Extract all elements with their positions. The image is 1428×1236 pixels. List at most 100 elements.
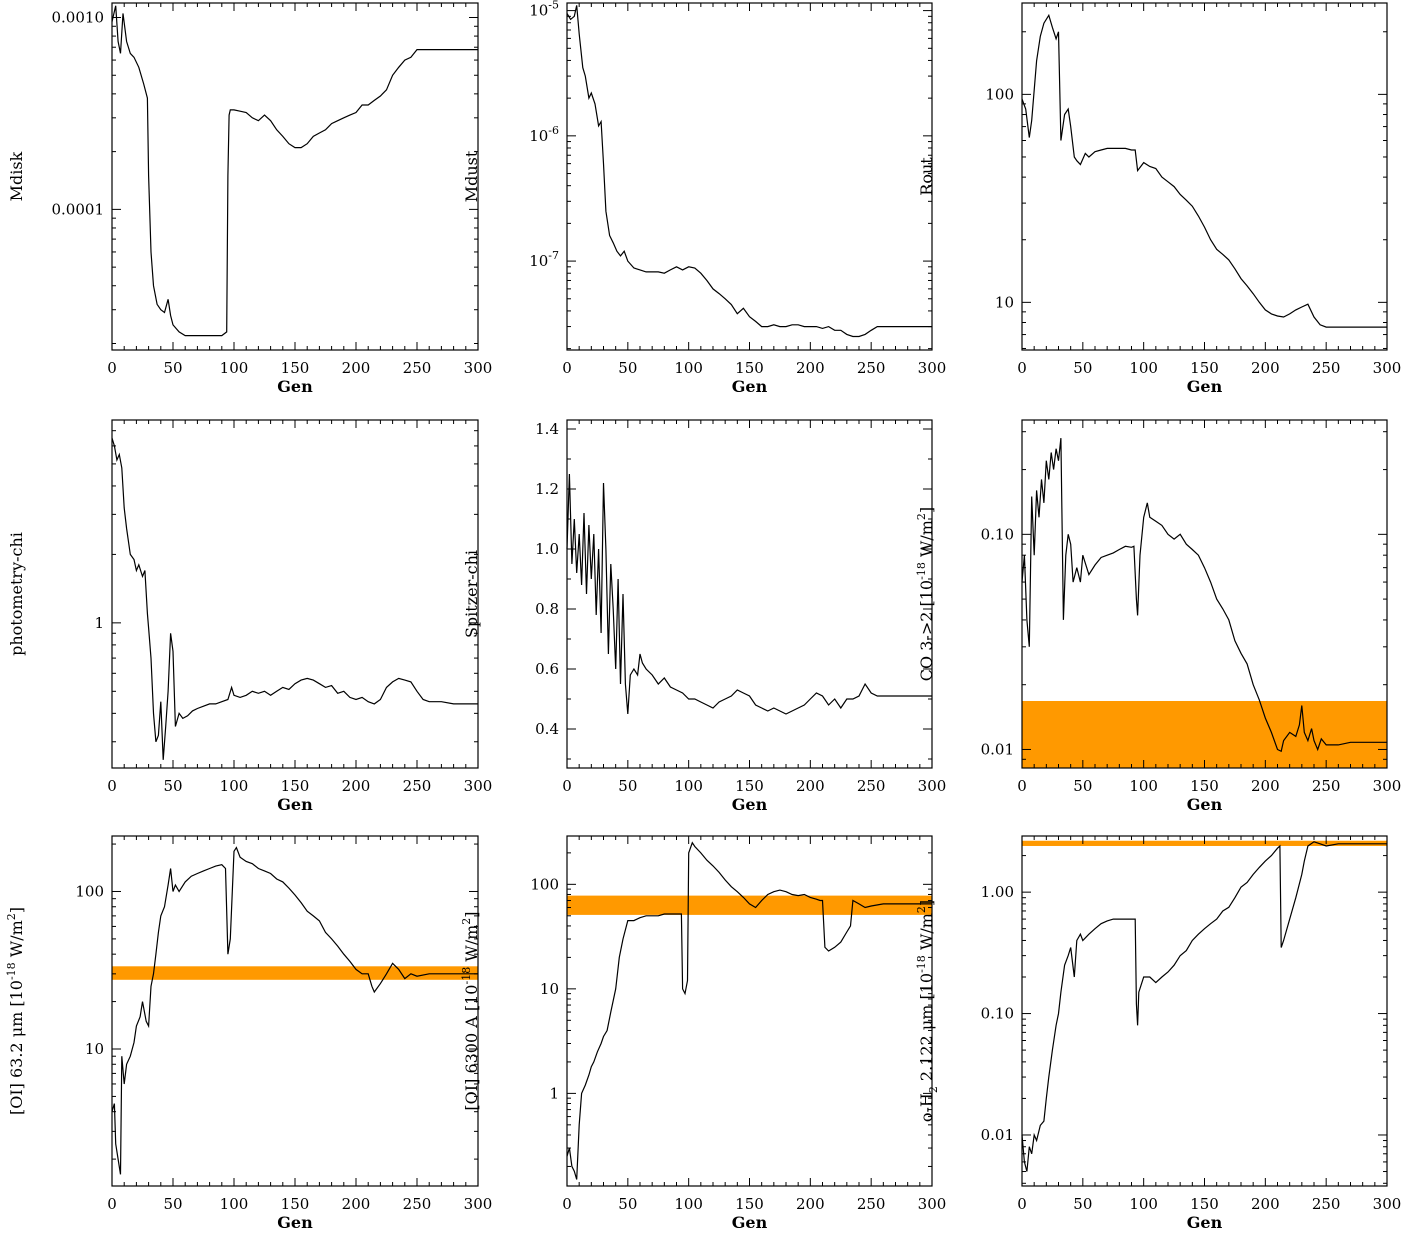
- chart-panel-6: 0 50 100 150 200 250 300 Gen 0.01 0.10 CO 3->2 [10…: [915, 419, 1402, 814]
- observation-band: [112, 966, 478, 980]
- x-tick-label: 300: [918, 777, 947, 795]
- x-tick-label: 250: [857, 1195, 886, 1213]
- x-tick-label: 0: [107, 777, 117, 795]
- x-tick-label: 300: [918, 359, 947, 377]
- x-tick-label: 50: [618, 359, 637, 377]
- y-tick-label: 1.4: [535, 420, 559, 438]
- x-tick-label: 100: [1129, 1195, 1158, 1213]
- x-tick-label: 200: [342, 777, 371, 795]
- x-tick-label: 200: [1251, 777, 1280, 795]
- chart-panel-5: 0 50 100 150 200 250 300 Gen 0.4 0.6 0.8 1.0 1.2 1.4 S…: [462, 419, 947, 814]
- data-series-line: [111, 437, 478, 760]
- x-tick-label: 200: [796, 777, 825, 795]
- x-tick-label: 0: [562, 359, 572, 377]
- y-tick-label: 1.0: [535, 540, 559, 558]
- y-tick-label: 1.2: [535, 480, 559, 498]
- x-tick-label: 200: [342, 359, 371, 377]
- x-tick-label: 300: [1373, 359, 1402, 377]
- y-axis-label: o-H2 2.122 μm [10-18 W/m2]: [915, 900, 940, 1122]
- x-tick-label: 0: [1017, 359, 1027, 377]
- data-series-line: [566, 473, 932, 715]
- x-tick-label: 100: [220, 777, 249, 795]
- x-tick-label: 250: [857, 359, 886, 377]
- x-tick-label: 0: [562, 777, 572, 795]
- x-tick-label: 150: [735, 359, 764, 377]
- x-tick-label: 0: [107, 359, 117, 377]
- x-tick-label: 50: [163, 359, 182, 377]
- x-tick-label: 150: [281, 1195, 310, 1213]
- y-tick-label: 100: [985, 85, 1014, 103]
- y-tick-label: 10: [85, 1040, 104, 1058]
- y-tick-label: 0.4: [535, 720, 559, 738]
- x-axis-label: Gen: [1187, 377, 1223, 396]
- x-tick-label: 200: [796, 359, 825, 377]
- plot-frame: [566, 835, 933, 1187]
- x-tick-label: 200: [796, 1195, 825, 1213]
- data-series-line: [1021, 438, 1387, 753]
- x-tick-label: 100: [674, 777, 703, 795]
- y-tick-label: 0.01: [981, 1126, 1014, 1144]
- observation-band: [1022, 700, 1387, 768]
- y-tick-label: 0.10: [981, 525, 1014, 543]
- x-tick-label: 300: [918, 1195, 947, 1213]
- y-tick-label: 10-5: [529, 0, 559, 20]
- x-tick-label: 250: [403, 1195, 432, 1213]
- y-tick-label: 10-6: [529, 124, 559, 145]
- x-tick-label: 250: [857, 777, 886, 795]
- x-axis-label: Gen: [732, 795, 768, 814]
- x-tick-label: 150: [281, 777, 310, 795]
- data-series-line: [1021, 841, 1387, 1172]
- observation-band: [567, 895, 932, 915]
- y-axis-label: Spitzer-chi: [462, 550, 481, 638]
- x-tick-label: 200: [1251, 359, 1280, 377]
- x-tick-label: 150: [1190, 359, 1219, 377]
- x-tick-label: 150: [1190, 777, 1219, 795]
- plot-frame: [1021, 2, 1388, 351]
- x-tick-label: 50: [163, 777, 182, 795]
- y-tick-label: 1.00: [981, 883, 1014, 901]
- chart-panel-9: 0 50 100 150 200 250 300 Gen 0.01 0.10 1.00 o-H2 2.…: [915, 835, 1402, 1232]
- x-tick-label: 250: [1312, 1195, 1341, 1213]
- y-tick-label: 10-7: [529, 249, 559, 270]
- x-tick-label: 50: [618, 1195, 637, 1213]
- x-tick-label: 50: [163, 1195, 182, 1213]
- x-tick-label: 100: [220, 359, 249, 377]
- y-tick-label: 10: [540, 980, 559, 998]
- x-tick-label: 300: [1373, 1195, 1402, 1213]
- y-axis-label: photometry-chi: [7, 532, 26, 656]
- x-tick-label: 250: [1312, 777, 1341, 795]
- x-axis-label: Gen: [277, 795, 313, 814]
- x-tick-label: 0: [1017, 777, 1027, 795]
- chart-panel-8: 0 50 100 150 200 250 300 Gen 1 10 100 [OI] 6300 A […: [460, 835, 947, 1232]
- plot-frame: [566, 419, 933, 769]
- plot-frame: [566, 2, 933, 351]
- x-tick-label: 300: [464, 777, 493, 795]
- x-axis-label: Gen: [1187, 795, 1223, 814]
- x-tick-label: 150: [735, 1195, 764, 1213]
- x-axis-label: Gen: [732, 377, 768, 396]
- y-tick-label: 0.01: [981, 740, 1014, 758]
- chart-panel-7: 0 50 100 150 200 250 300 Gen 10 100 [OI] 63.2 μm […: [5, 835, 492, 1232]
- y-axis-label: CO 3->2 [10-18 W/m2]: [915, 507, 936, 681]
- plot-frame: [111, 2, 479, 351]
- x-axis-label: Gen: [277, 377, 313, 396]
- x-axis-label: Gen: [1187, 1213, 1223, 1232]
- x-axis-label: Gen: [732, 1213, 768, 1232]
- y-axis-label: Rout: [917, 157, 936, 196]
- plot-frame: [1021, 835, 1388, 1187]
- y-tick-label: 0.0010: [52, 8, 105, 26]
- chart-panel-1: 0 50 100 150 200 250 300 Gen 0.0001 0.0010 Mdisk: [7, 2, 492, 396]
- x-tick-label: 50: [618, 777, 637, 795]
- x-axis-label: Gen: [277, 1213, 313, 1232]
- x-tick-label: 0: [562, 1195, 572, 1213]
- x-tick-label: 0: [107, 1195, 117, 1213]
- y-tick-label: 100: [75, 882, 104, 900]
- y-tick-label: 10: [995, 293, 1014, 311]
- x-tick-label: 200: [1251, 1195, 1280, 1213]
- x-tick-label: 100: [220, 1195, 249, 1213]
- y-tick-label: 100: [530, 875, 559, 893]
- y-tick-label: 0.10: [981, 1005, 1014, 1023]
- x-tick-label: 200: [342, 1195, 371, 1213]
- x-tick-label: 300: [1373, 777, 1402, 795]
- y-axis-label: Mdisk: [7, 151, 26, 201]
